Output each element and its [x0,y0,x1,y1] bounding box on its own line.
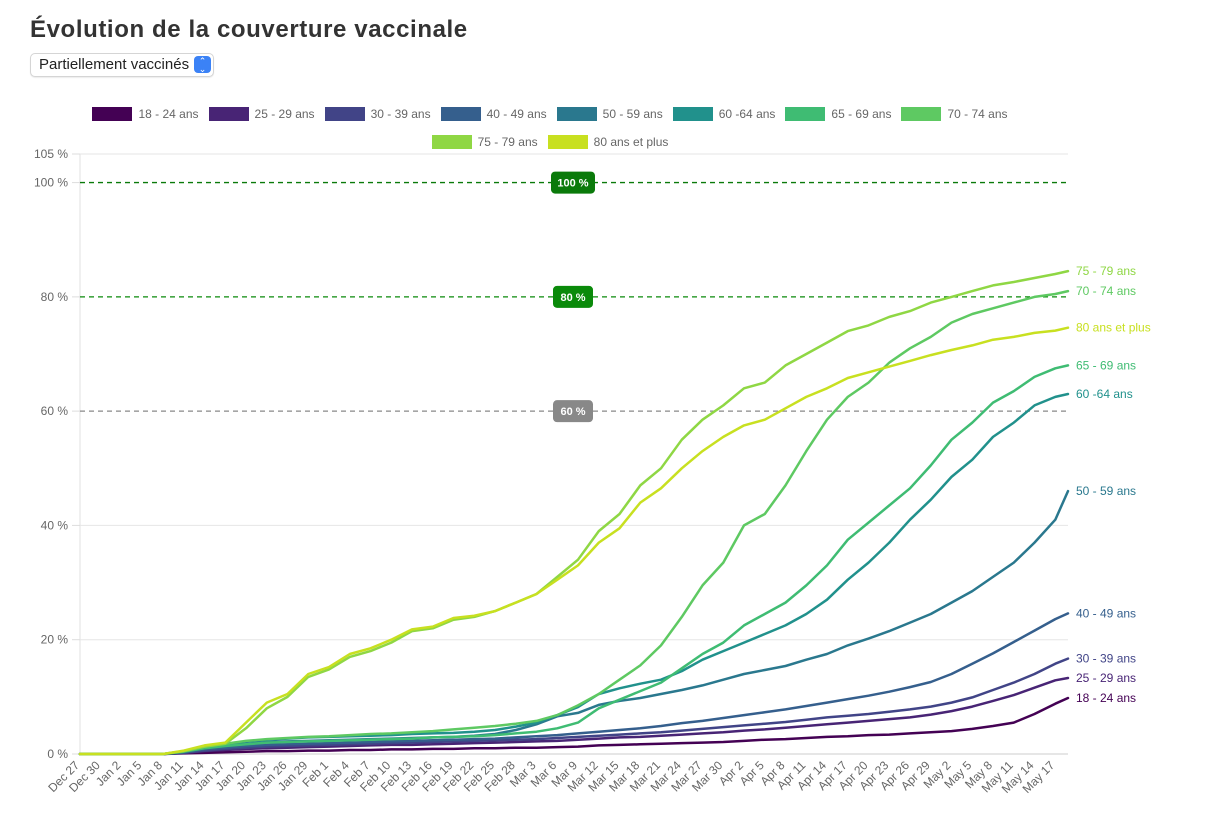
y-tick-label: 105 % [34,147,68,161]
series-line [78,657,1070,756]
legend-swatch [547,135,588,149]
legend-item[interactable]: 60 -64 ans [672,106,776,122]
coverage-type-select[interactable]: Partiellement vaccinés ⌃ ⌄ [30,53,215,77]
legend-label: 60 -64 ans [718,107,776,121]
legend-swatch [440,107,481,121]
y-tick-label: 80 % [41,290,69,304]
y-axis-ticks: 0 % 20 % 40 % 60 % 80 % 100 % 105 % [34,147,68,761]
legend-item[interactable]: 80 ans et plus [547,134,669,150]
legend-swatch [785,107,826,121]
series-line [78,612,1070,756]
series-end-label: 40 - 49 ans [1076,606,1136,620]
legend-item[interactable]: 65 - 69 ans [785,106,891,122]
series-line [78,326,1070,756]
series-end-label: 18 - 24 ans [1076,691,1136,705]
legend-label: 18 - 24 ans [138,107,199,121]
legend-swatch [431,135,472,149]
legend-item[interactable]: 25 - 29 ans [208,106,315,122]
y-tick-label: 20 % [41,633,69,647]
y-tick-label: 60 % [41,404,69,418]
reference-badge [553,285,593,308]
legend-item[interactable]: 75 - 79 ans [431,134,538,150]
legend-item[interactable]: 18 - 24 ans [92,106,199,122]
series-end-label: 65 - 69 ans [1076,358,1136,372]
select-value: Partiellement vaccinés [39,56,190,73]
legend-swatch [672,107,713,121]
series-line [78,392,1070,756]
legend-label: 70 - 74 ans [947,107,1008,121]
legend-swatch [324,107,365,121]
legend-label: 25 - 29 ans [254,107,315,121]
legend-swatch [901,107,942,121]
reference-badge [551,171,595,194]
legend-label: 75 - 79 ans [477,135,538,149]
legend-swatch [556,107,597,121]
series-line [78,489,1070,756]
series-end-label: 75 - 79 ans [1076,264,1136,278]
legend-item[interactable]: 70 - 74 ans [901,106,1008,122]
series-line [78,289,1070,756]
reference-badge-label: 60 % [560,406,585,418]
series-end-label: 80 ans et plus [1076,321,1151,335]
y-tick-label: 100 % [34,176,68,190]
legend-label: 80 ans et plus [593,135,669,149]
series-line [78,364,1070,756]
reference-badge [553,400,593,423]
legend-label: 50 - 59 ans [602,107,663,121]
legend-item[interactable]: 30 - 39 ans [324,106,431,122]
legend-item[interactable]: 50 - 59 ans [556,106,663,122]
series-line [78,696,1070,756]
series-end-label: 50 - 59 ans [1076,484,1136,498]
legend-swatch [92,107,133,121]
legend-label: 40 - 49 ans [486,107,547,121]
series-end-label: 70 - 74 ans [1076,284,1136,298]
legend-swatch [208,107,249,121]
reference-badges: 100 % 80 % 60 % [551,171,595,423]
y-tick-label: 0 % [47,747,68,761]
legend-label: 65 - 69 ans [831,107,892,121]
reference-lines [80,181,1068,412]
chart-legend: 18 - 24 ans 25 - 29 ans 30 - 39 ans 40 - 49… [60,106,1040,150]
series-end-labels: 75 - 79 ans 70 - 74 ans 80 ans et plus 65 -… [1076,264,1151,705]
legend-label: 30 - 39 ans [370,107,431,121]
series-lines [78,269,1070,756]
reference-badge-label: 100 % [557,178,588,190]
legend-item[interactable]: 40 - 49 ans [440,106,547,122]
updown-chevron-icon: ⌃ ⌄ [194,56,212,73]
page-title: Évolution de la couverture vaccinale [30,16,468,43]
series-end-label: 30 - 39 ans [1076,652,1136,666]
grid-lines [72,153,1068,755]
series-end-label: 60 -64 ans [1076,387,1133,401]
y-tick-label: 40 % [41,518,69,532]
series-line [78,269,1070,756]
reference-badge-label: 80 % [560,292,585,304]
series-end-label: 25 - 29 ans [1076,671,1136,685]
